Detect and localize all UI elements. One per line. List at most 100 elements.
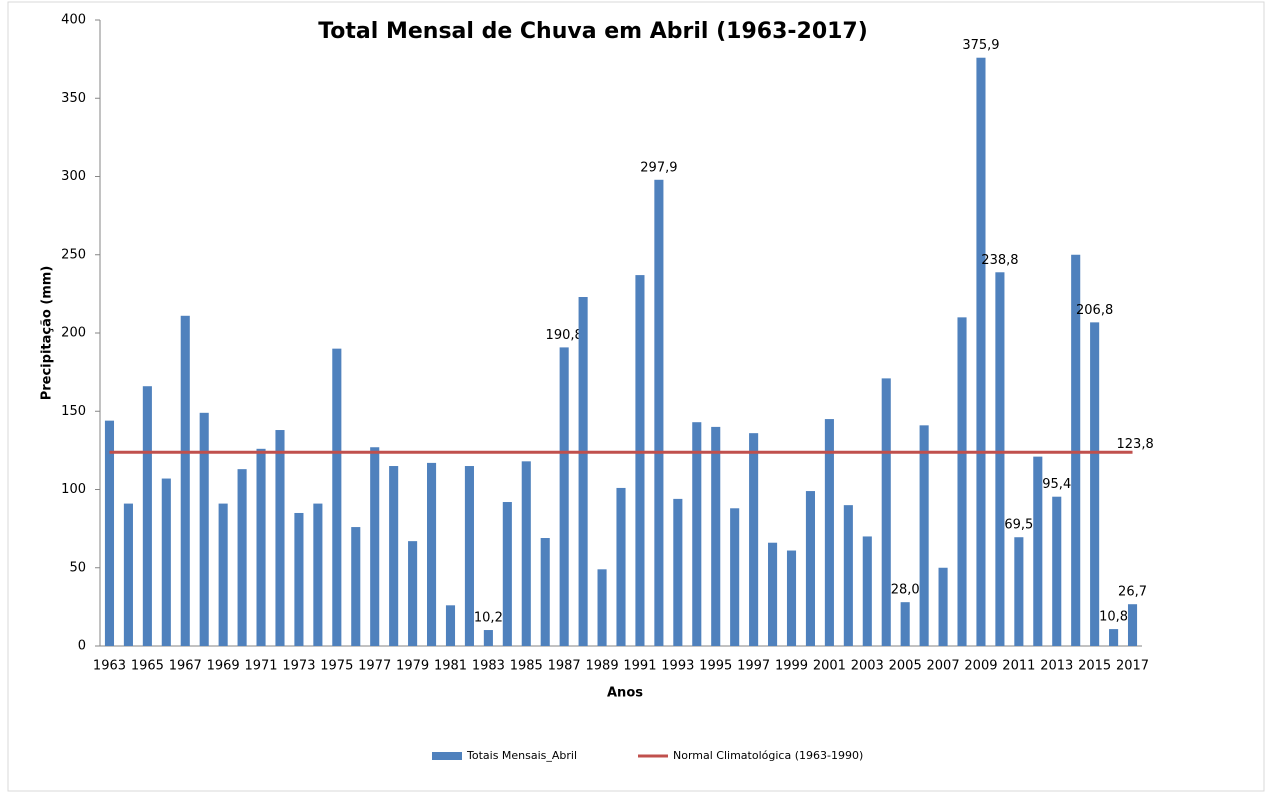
y-tick-label: 50 (69, 560, 86, 575)
bar (313, 503, 323, 646)
x-tick-label: 1999 (775, 659, 808, 674)
bar (1052, 496, 1062, 646)
bar (597, 569, 607, 646)
bar (1033, 456, 1043, 646)
data-label: 26,7 (1118, 585, 1147, 600)
bar (654, 179, 664, 646)
bar (749, 433, 759, 646)
data-label: 238,8 (981, 253, 1018, 268)
bar (1090, 322, 1100, 646)
bar (218, 503, 228, 646)
x-tick-label: 1963 (93, 659, 126, 674)
legend-swatch (432, 752, 462, 760)
y-tick-label: 0 (78, 639, 86, 654)
x-tick-label: 1971 (244, 659, 277, 674)
data-label: 69,5 (1004, 518, 1033, 533)
x-tick-label: 2013 (1040, 659, 1073, 674)
legend-label: Normal Climatológica (1963-1990) (673, 749, 863, 762)
bar (843, 505, 853, 646)
bar (445, 605, 456, 646)
bar (616, 487, 626, 646)
bar (730, 508, 740, 646)
x-tick-label: 1985 (510, 659, 543, 674)
bar (919, 425, 929, 646)
bar (768, 542, 778, 646)
bar (426, 462, 437, 646)
bar (332, 348, 342, 646)
y-tick-label: 400 (61, 13, 86, 28)
bar (199, 412, 209, 646)
y-tick-label: 150 (61, 404, 86, 419)
bar (1014, 537, 1024, 646)
x-tick-label: 1965 (131, 659, 164, 674)
bar (142, 386, 152, 646)
data-label: 297,9 (640, 160, 677, 175)
y-tick-label: 350 (61, 91, 86, 106)
x-tick-label: 1993 (661, 659, 694, 674)
bar (881, 378, 891, 646)
bar (123, 503, 133, 646)
bar (180, 315, 190, 646)
x-tick-label: 1977 (358, 659, 391, 674)
y-axis-label: Precipitação (mm) (40, 266, 55, 401)
bar (976, 57, 986, 647)
bar (256, 448, 266, 646)
bar (578, 297, 588, 646)
data-label: 375,9 (962, 38, 999, 53)
bar (464, 466, 474, 646)
y-tick-label: 300 (61, 169, 86, 184)
x-tick-label: 2001 (813, 659, 846, 674)
bar (275, 430, 285, 646)
bar (351, 527, 361, 646)
x-tick-label: 2003 (851, 659, 884, 674)
bar (483, 630, 493, 646)
bar (692, 422, 702, 646)
x-tick-label: 2007 (927, 659, 960, 674)
y-tick-label: 250 (61, 247, 86, 262)
bar (104, 420, 115, 646)
bar (237, 469, 247, 646)
x-tick-label: 1973 (282, 659, 315, 674)
x-tick-label: 1997 (737, 659, 770, 674)
x-tick-label: 1987 (548, 659, 581, 674)
data-label: 123,8 (1117, 437, 1154, 452)
data-label: 95,4 (1042, 477, 1071, 492)
data-label: 10,8 (1099, 610, 1128, 625)
bar (1109, 629, 1119, 646)
x-axis-label: Anos (607, 686, 643, 701)
x-tick-label: 1983 (472, 659, 505, 674)
bar (370, 447, 380, 646)
bar (502, 502, 512, 646)
x-tick-label: 1969 (207, 659, 240, 674)
x-tick-label: 1995 (699, 659, 732, 674)
bar (635, 275, 645, 646)
x-tick-label: 2009 (964, 659, 997, 674)
x-tick-label: 2015 (1078, 659, 1111, 674)
bar (711, 426, 721, 646)
legend-label: Totais Mensais_Abril (466, 749, 577, 762)
bar (805, 491, 816, 646)
bar (1071, 254, 1081, 646)
bar (673, 498, 683, 646)
data-label: 10,2 (474, 611, 503, 626)
bar (938, 567, 948, 646)
bar (389, 466, 399, 646)
bar (957, 317, 967, 646)
x-tick-label: 1981 (434, 659, 467, 674)
bar (408, 541, 418, 646)
bar (540, 538, 550, 646)
data-label: 28,0 (891, 583, 920, 598)
bar (900, 602, 910, 646)
data-label: 190,8 (546, 328, 583, 343)
data-label: 206,8 (1076, 303, 1113, 318)
x-tick-label: 2005 (889, 659, 922, 674)
x-tick-label: 1991 (623, 659, 656, 674)
bar (995, 272, 1005, 646)
x-tick-label: 1989 (586, 659, 619, 674)
bar (521, 461, 531, 646)
bar (1127, 604, 1138, 646)
y-tick-label: 100 (61, 482, 86, 497)
bar (161, 478, 171, 646)
bar (862, 536, 872, 646)
